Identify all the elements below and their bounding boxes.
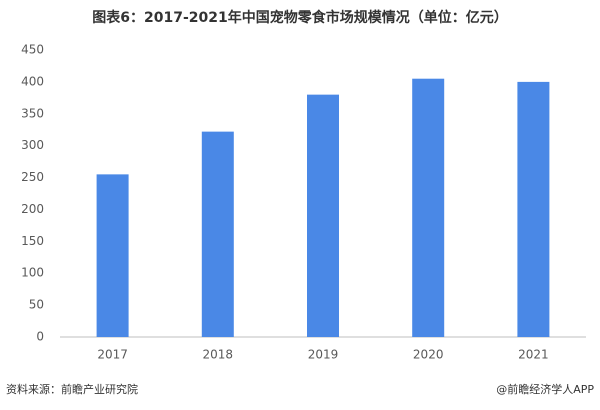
y-tick-label: 450 (21, 43, 44, 57)
x-tick-label: 2020 (413, 348, 444, 362)
y-tick-label: 350 (21, 106, 44, 120)
bar (307, 94, 339, 338)
y-tick-label: 50 (29, 298, 44, 312)
bar (517, 81, 550, 337)
y-tick-label: 150 (21, 234, 44, 248)
x-tick-label: 2019 (308, 348, 339, 362)
y-tick-label: 300 (21, 138, 44, 152)
y-tick-label: 100 (21, 266, 44, 280)
credit: @前瞻经济学人APP (496, 382, 594, 396)
y-tick-label: 250 (21, 170, 44, 184)
bar (201, 131, 234, 337)
y-tick-label: 0 (36, 330, 44, 344)
source: 资料来源：前瞻产业研究院 (6, 382, 138, 396)
bar (412, 78, 445, 337)
chart-title: 图表6：2017-2021年中国宠物零食市场规模情况（单位：亿元） (92, 9, 507, 26)
y-tick-label: 200 (21, 202, 44, 216)
x-tick-label: 2021 (518, 348, 549, 362)
y-tick-label: 400 (21, 74, 44, 88)
bar (96, 174, 129, 337)
x-tick-label: 2017 (97, 348, 128, 362)
x-tick-label: 2018 (203, 348, 234, 362)
